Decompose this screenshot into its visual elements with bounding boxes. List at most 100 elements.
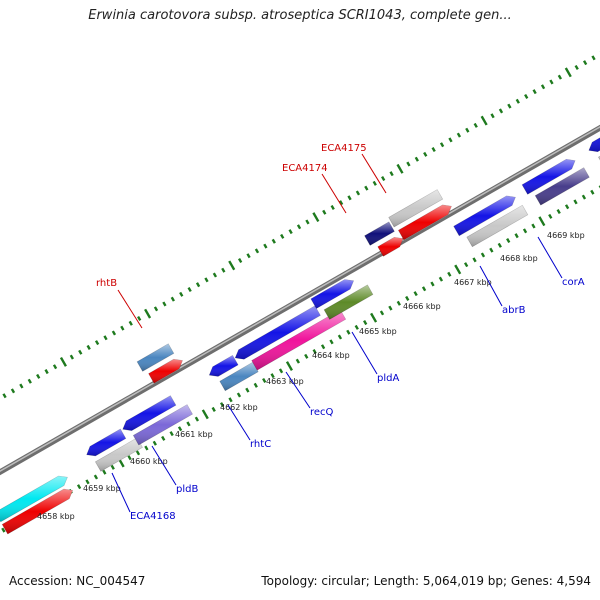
outer-tick [549,79,554,85]
outer-tick [162,301,167,307]
outer-tick [263,243,268,249]
outer-tick [305,219,310,225]
outer-tick [69,354,74,360]
inner-tick [278,368,284,374]
gene-shading [95,437,143,472]
outer-tick [246,253,251,259]
gene-label: recQ [310,407,334,418]
outer-tick [78,349,83,355]
outer-tick [456,132,462,138]
outer-tick [280,233,285,239]
outer-tick [221,267,226,273]
outer-tick [364,185,369,191]
outer-tick [574,64,579,71]
inner-tick [285,361,293,371]
outer-tick [228,260,236,271]
inner-tick [489,247,494,253]
outer-tick [396,163,404,174]
scale-label: 4668 kbp [500,254,538,263]
label-leader [351,331,378,375]
scale-label: 4662 kbp [220,403,258,412]
outer-tick [532,89,537,95]
inner-tick [531,223,536,229]
outer-tick [431,147,436,153]
outer-tick [44,369,49,375]
inner-tick [295,358,300,364]
outer-tick [490,113,495,119]
inner-tick [464,262,469,268]
inner-tick [413,291,418,297]
outer-tick [204,277,209,283]
outer-tick [372,180,377,186]
scale-label: 4666 kbp [403,302,441,311]
outer-tick [312,212,320,223]
outer-tick [507,103,512,109]
gene-shading [251,309,346,371]
inner-tick [236,392,242,398]
outer-tick [254,248,260,254]
outer-tick [195,282,201,288]
outer-tick [103,335,108,341]
inner-tick [201,409,209,420]
inner-tick [581,194,587,200]
inner-tick [177,426,183,432]
outer-tick [347,195,352,201]
gene-shading [219,362,259,391]
gene-shading [588,137,600,152]
outer-tick [288,229,293,235]
gene-shading [466,205,528,247]
inner-tick [354,324,359,330]
outer-tick [515,98,520,104]
inner-tick [85,479,90,485]
inner-tick [454,264,462,275]
inner-tick [363,320,368,326]
gene-shading [453,195,516,236]
outer-tick [170,296,175,302]
outer-tick [557,74,563,80]
gene-label: ECA4168 [130,511,176,522]
outer-tick [448,137,453,143]
inner-tick [564,204,570,210]
outer-tick [128,320,133,326]
inner-tick [228,397,233,403]
inner-tick [169,431,174,437]
gene-shading [209,355,239,377]
gene-labels: rhtB ECA4174 ECA4175 ECA4168 pldB rhtC recQ pld… [96,143,585,522]
inner-tick [573,199,578,205]
backbone [0,124,600,476]
scale-label: 4658 kbp [37,512,75,521]
inner-tick [472,257,477,263]
gene-shading [137,343,174,372]
inner-tick [497,242,502,248]
outer-tick [52,364,58,370]
label-leader [227,404,251,441]
label-leader [537,236,563,279]
outer-tick [19,383,24,389]
outer-tick [2,393,7,399]
gene-shading [535,167,590,206]
outer-tick [498,108,504,114]
outer-tick [322,209,327,215]
outer-tick [564,67,572,78]
outer-tick [36,373,41,379]
backbone-line [0,124,600,476]
outer-tick [439,142,445,148]
inner-tick [1,527,6,533]
gene-label: rhtB [96,278,117,289]
inner-tick [438,276,444,282]
outer-tick [94,340,100,346]
inner-tick [556,209,561,215]
outer-tick [212,272,218,278]
inner-tick [219,402,225,408]
outer-tick [187,287,192,293]
outer-tick [271,238,276,244]
inner-tick [421,286,427,292]
label-leader [361,153,387,194]
outer-tick [296,224,302,230]
inner-tick [161,435,166,441]
inner-tick [245,387,250,393]
inner-tick [405,295,410,301]
inner-tick [312,349,317,355]
scale-label: 4661 kbp [175,430,213,439]
